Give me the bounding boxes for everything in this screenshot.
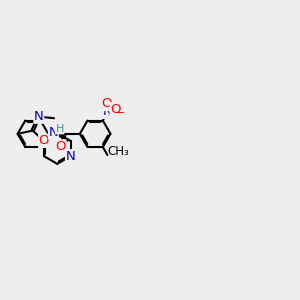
- Text: O: O: [110, 103, 121, 116]
- Text: N: N: [49, 126, 58, 139]
- Text: N: N: [34, 110, 44, 123]
- Text: +: +: [109, 102, 116, 112]
- Text: O: O: [101, 98, 112, 110]
- Text: N: N: [66, 150, 75, 163]
- Text: H: H: [56, 124, 64, 134]
- Text: O: O: [39, 134, 49, 147]
- Text: N: N: [103, 105, 113, 119]
- Text: −: −: [116, 108, 125, 118]
- Text: CH₃: CH₃: [108, 145, 130, 158]
- Text: O: O: [56, 140, 66, 153]
